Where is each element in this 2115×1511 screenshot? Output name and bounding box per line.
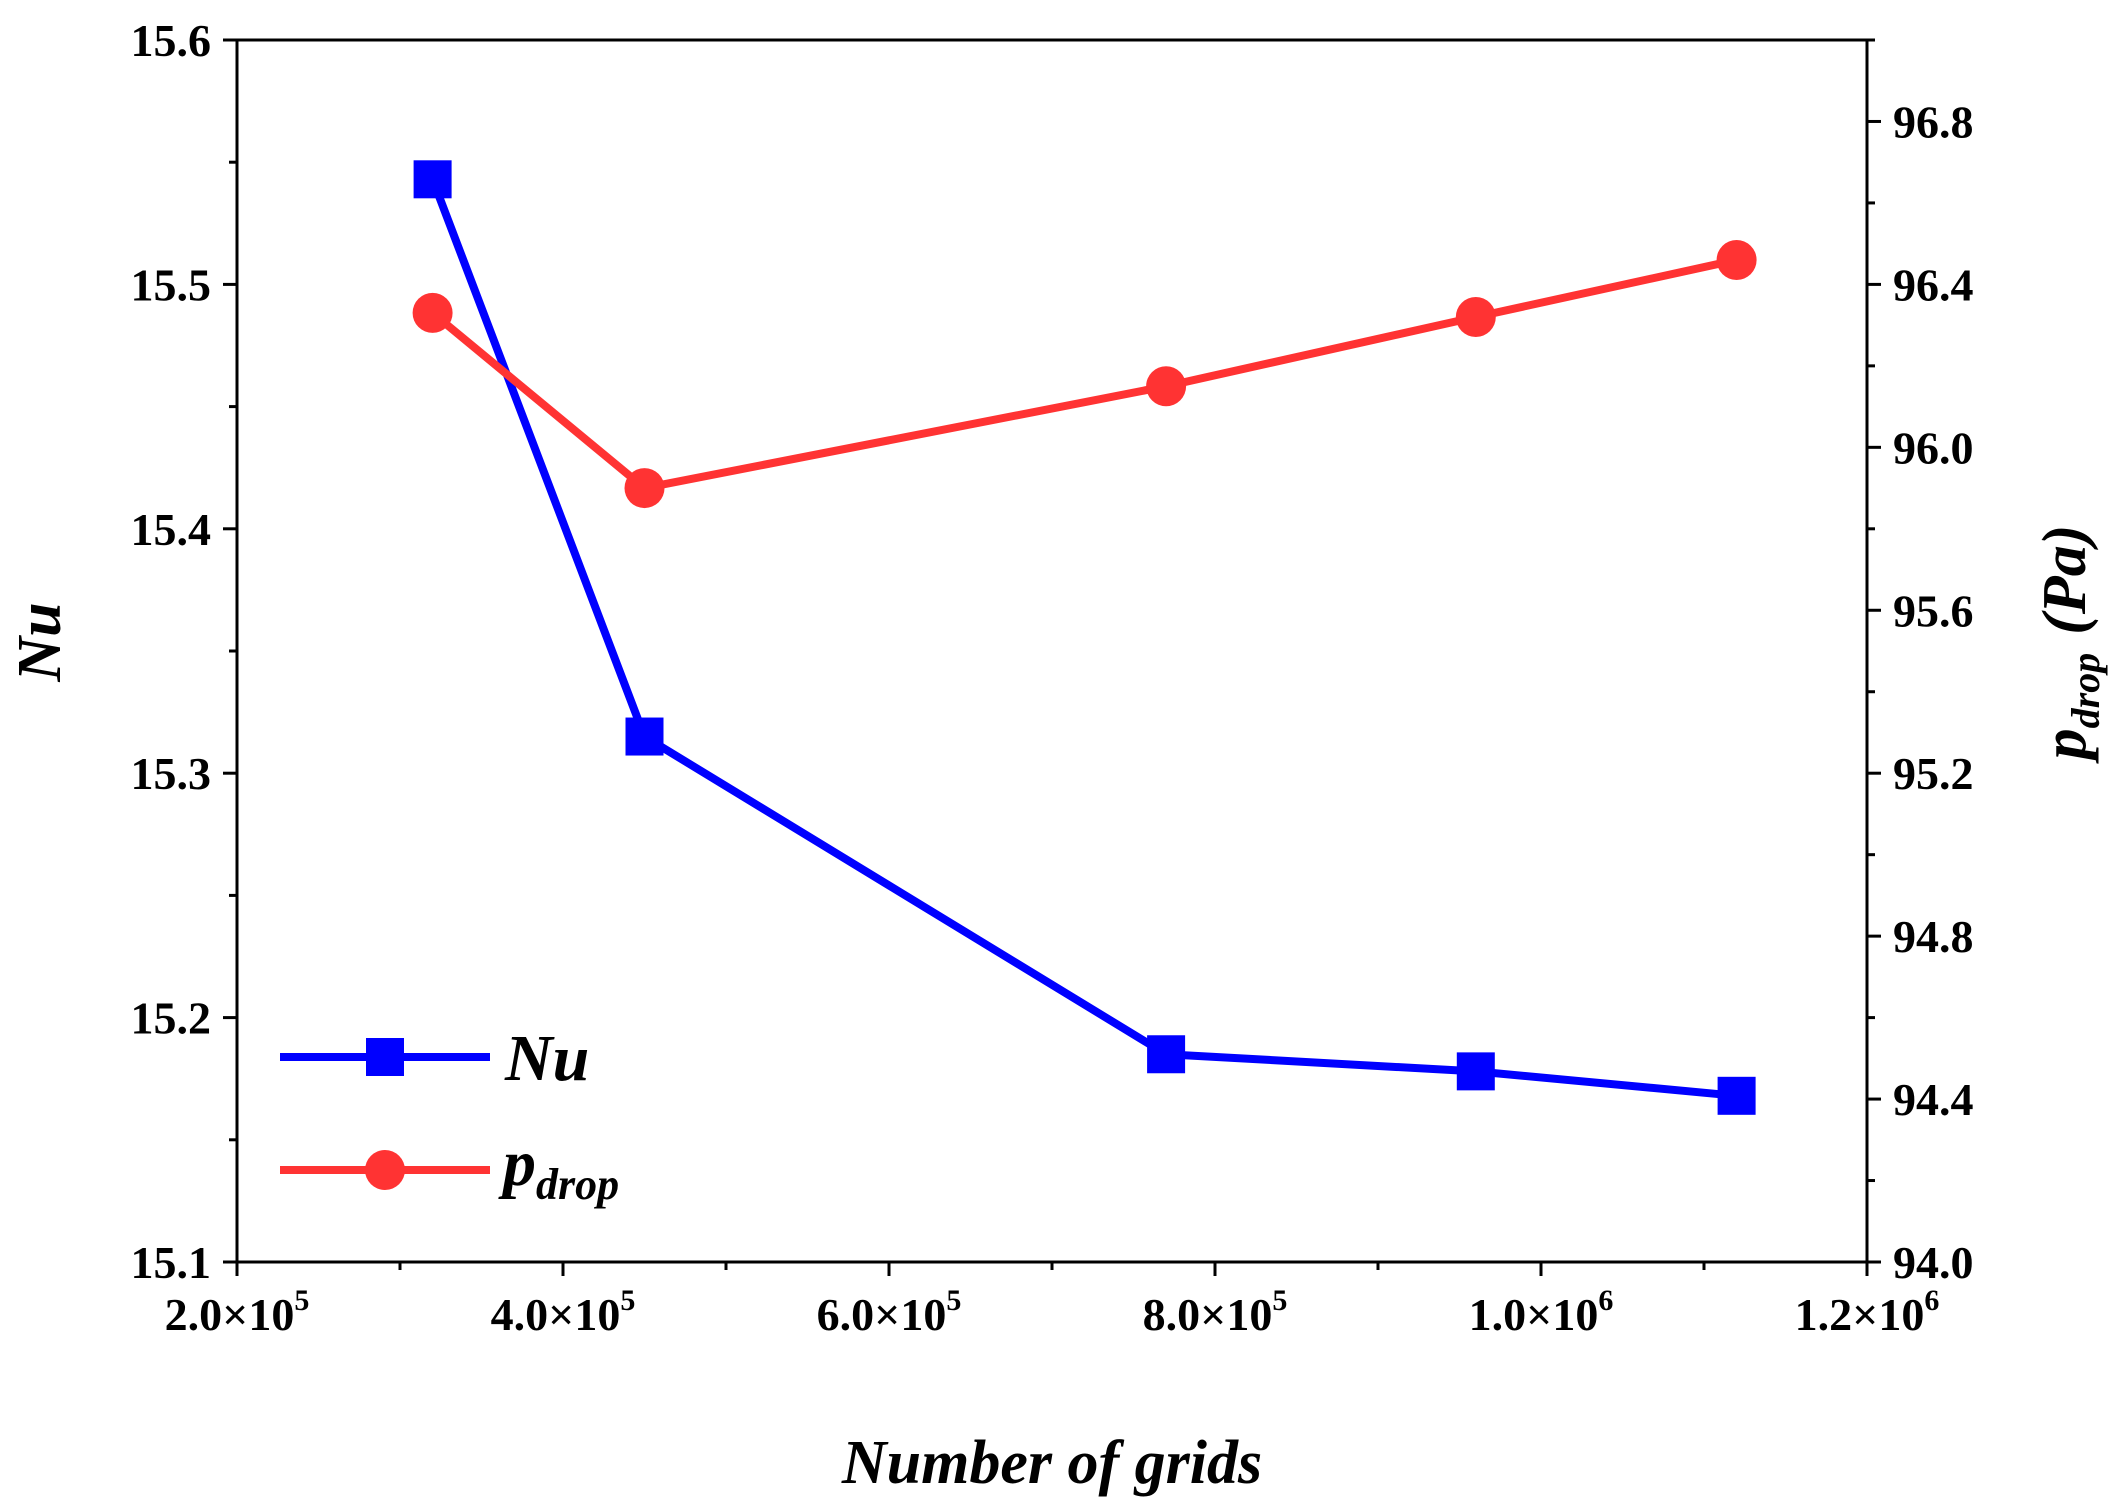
y-right-tick-label: 94.8 (1893, 911, 1974, 962)
x-tick-label-mantissa: 4.0×10 (491, 1289, 621, 1340)
x-tick-label: 1.0×106 (1469, 1284, 1614, 1340)
data-point-p-drop (1716, 239, 1757, 280)
x-tick-label-exponent: 6 (1924, 1284, 1939, 1317)
y-left-tick-label: 15.6 (131, 15, 212, 66)
x-tick-label-mantissa: 6.0×10 (817, 1289, 947, 1340)
x-tick-label: 2.0×105 (165, 1284, 310, 1340)
data-point-nu (1456, 1052, 1495, 1091)
x-tick-label: 1.2×106 (1795, 1284, 1940, 1340)
data-point-p-drop (624, 468, 665, 509)
data-point-p-drop (1146, 366, 1187, 407)
y-axis-left-title: Nu (6, 602, 74, 682)
legend-label-pdrop-sub: drop (536, 1160, 619, 1209)
y-right-tick-label: 96.4 (1893, 259, 1974, 310)
x-tick-label: 8.0×105 (1143, 1284, 1288, 1340)
y-right-tick-label: 95.2 (1893, 748, 1974, 799)
plot-frame (235, 38, 1869, 1264)
legend-label-nu: Nu (504, 1022, 589, 1095)
y-left-tick-label: 15.5 (131, 259, 212, 310)
y-axis-right-title-sub: drop (2063, 653, 2108, 729)
series-line-nu (428, 177, 1737, 1100)
y-axis-left: 15.1 15.2 15.3 15.4 15.5 15.6 (131, 15, 237, 1288)
x-tick-label: 4.0×105 (491, 1284, 636, 1340)
legend-label-pdrop: pdrop (498, 1127, 619, 1209)
x-tick-label-exponent: 5 (946, 1284, 961, 1317)
x-tick-label-mantissa: 2.0×10 (165, 1289, 295, 1340)
series-line-p-drop (430, 256, 1738, 493)
x-axis: 2.0×105 4.0×105 6.0×105 8.0×105 1.0×106 1.2×1… (165, 1262, 1940, 1340)
series-layer (412, 160, 1757, 1115)
x-tick-label-exponent: 6 (1598, 1284, 1613, 1317)
x-tick-label-mantissa: 8.0×10 (1143, 1289, 1273, 1340)
y-right-tick-label: 95.6 (1893, 585, 1974, 636)
y-axis-right-title-main: p (2031, 728, 2099, 764)
y-right-tick-label: 96.8 (1893, 96, 1974, 147)
y-left-tick-label: 15.2 (131, 993, 212, 1044)
y-left-tick-label: 15.4 (131, 504, 212, 555)
legend-marker-pdrop (365, 1150, 405, 1190)
y-axis-right: 94.0 94.4 94.8 95.2 95.6 96.0 96.4 96.8 (1867, 38, 1974, 1288)
data-point-nu (1147, 1035, 1186, 1074)
y-axis-right-title-unit: (Pa) (2031, 525, 2099, 635)
y-right-tick-label: 96.0 (1893, 422, 1974, 473)
y-right-tick-label: 94.0 (1893, 1237, 1974, 1288)
data-point-nu (1717, 1076, 1756, 1115)
x-tick-label-exponent: 5 (1272, 1284, 1287, 1317)
plot-border (235, 38, 1869, 1264)
x-tick-label-mantissa: 1.2×10 (1795, 1289, 1925, 1340)
legend: Nu pdrop (280, 1022, 619, 1209)
x-tick-label-exponent: 5 (294, 1284, 309, 1317)
y-right-tick-label: 94.4 (1893, 1074, 1974, 1125)
x-tick-label-exponent: 5 (620, 1284, 635, 1317)
x-tick-label: 6.0×105 (817, 1284, 962, 1340)
y-left-tick-label: 15.3 (131, 748, 212, 799)
data-point-nu (413, 160, 452, 199)
y-axis-right-title: pdrop (Pa) (2031, 525, 2108, 765)
x-axis-title: Number of grids (841, 1429, 1262, 1497)
data-point-p-drop (1455, 296, 1496, 337)
legend-label-pdrop-main: p (498, 1127, 536, 1200)
data-point-p-drop (412, 292, 453, 333)
legend-marker-nu (366, 1038, 404, 1076)
data-point-nu (625, 717, 664, 756)
x-tick-label-mantissa: 1.0×10 (1469, 1289, 1599, 1340)
y-left-tick-label: 15.1 (131, 1237, 212, 1288)
